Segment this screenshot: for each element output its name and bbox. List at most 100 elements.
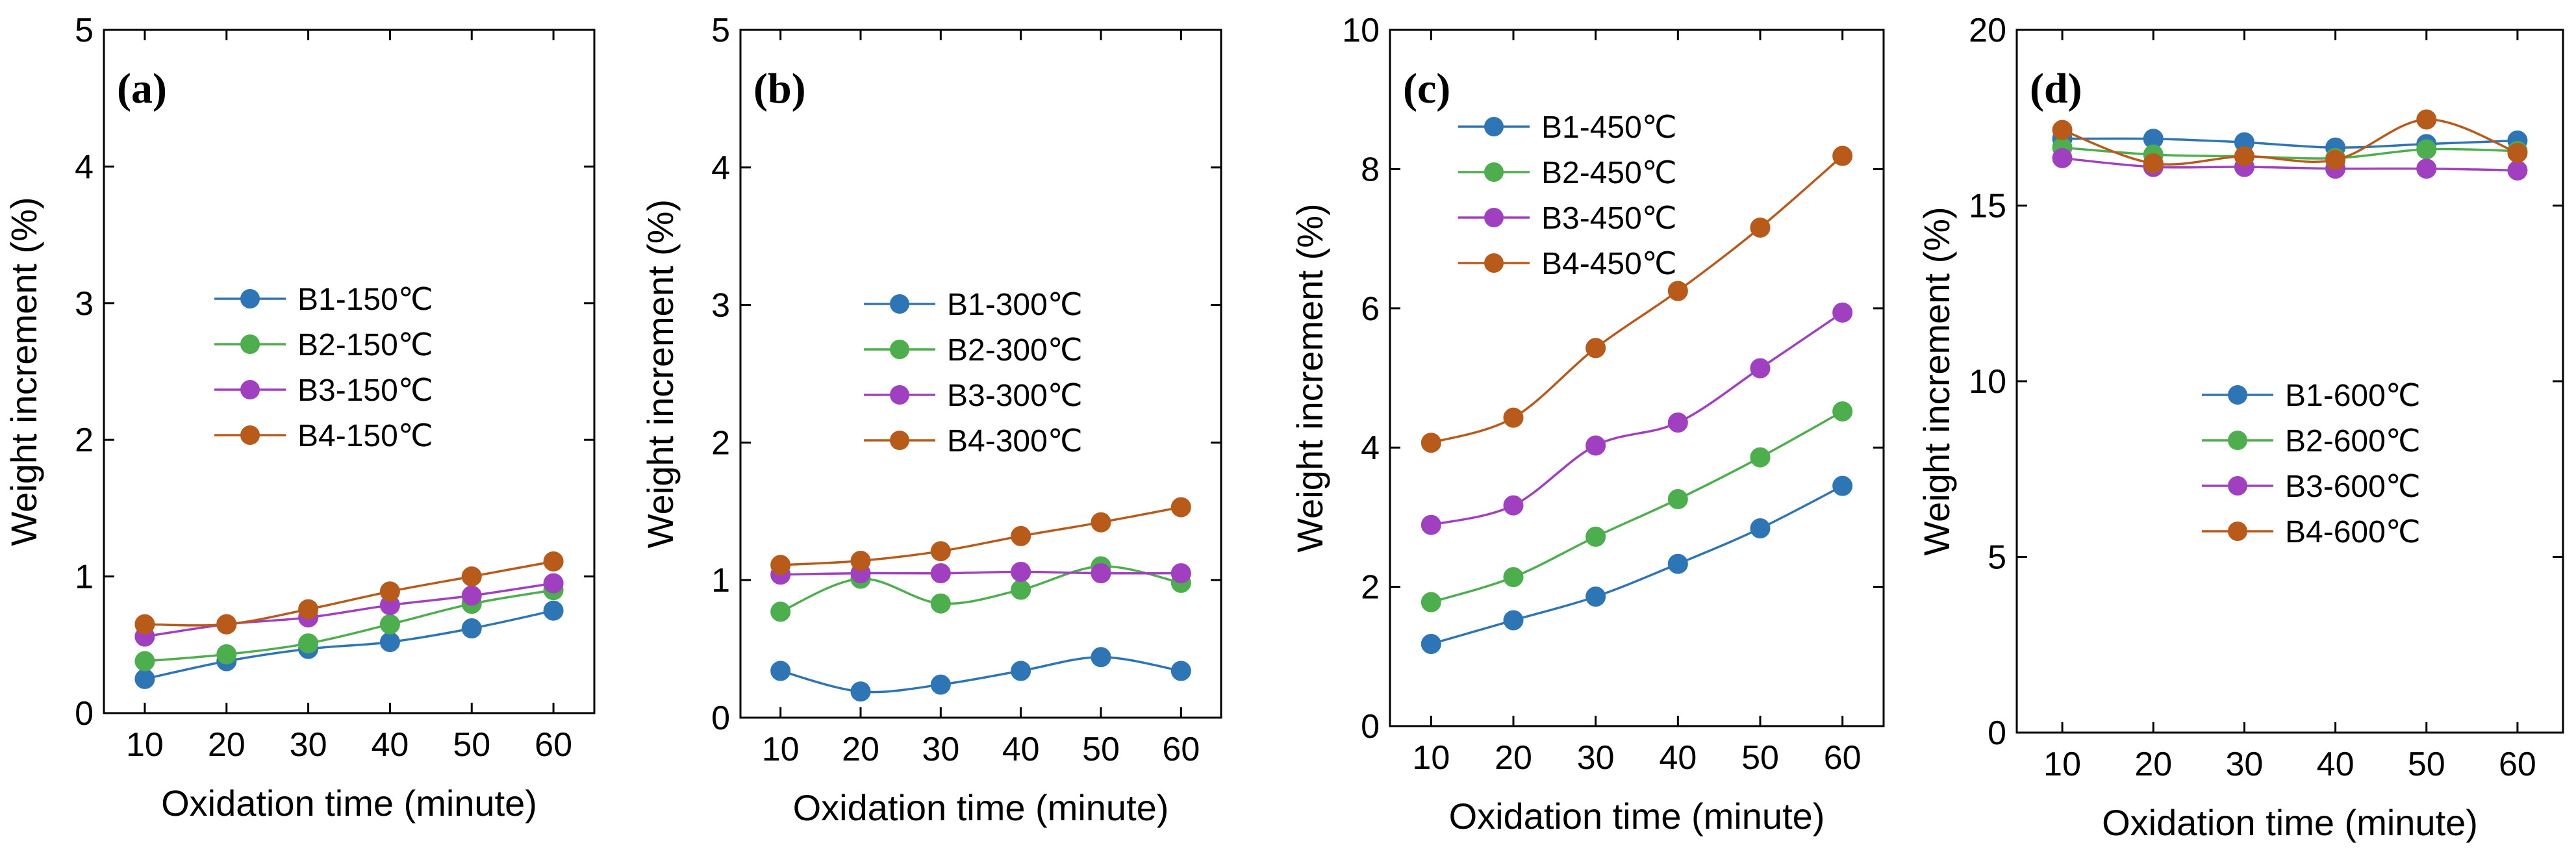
data-point xyxy=(1091,512,1111,533)
y-tick-label: 4 xyxy=(711,149,730,187)
x-tick-label: 60 xyxy=(2499,746,2536,783)
data-point xyxy=(1585,435,1606,456)
data-point xyxy=(298,633,319,654)
data-point xyxy=(1667,281,1688,301)
series-3 xyxy=(1421,302,1853,535)
legend-marker xyxy=(1484,162,1504,182)
data-point xyxy=(1011,579,1031,600)
data-point xyxy=(1832,302,1853,323)
legend-label: B4-600℃ xyxy=(2285,515,2421,549)
x-tick-label: 50 xyxy=(453,726,490,764)
series-4 xyxy=(770,497,1191,575)
legend-label: B2-600℃ xyxy=(2285,424,2421,459)
x-tick-label: 10 xyxy=(1412,739,1450,777)
data-point xyxy=(2416,109,2437,130)
legend-label: B3-450℃ xyxy=(1541,201,1677,236)
y-tick-label: 1 xyxy=(711,562,730,599)
plot-frame xyxy=(103,29,596,714)
legend-marker xyxy=(2228,476,2247,496)
data-point xyxy=(461,585,482,606)
x-tick-label: 50 xyxy=(1741,739,1779,777)
data-point xyxy=(543,600,564,621)
y-tick-label: 2 xyxy=(75,422,94,459)
y-tick-label: 2 xyxy=(1361,569,1380,607)
legend-marker xyxy=(240,380,260,399)
data-point xyxy=(770,601,791,622)
plot-frame xyxy=(739,29,1222,719)
series-4 xyxy=(2052,109,2528,174)
data-point xyxy=(379,614,400,635)
data-point xyxy=(1750,358,1771,379)
series-line xyxy=(2062,146,2518,160)
series-line xyxy=(1430,485,1843,646)
y-tick-label: 3 xyxy=(711,287,730,325)
series-1 xyxy=(770,647,1191,702)
legend-marker xyxy=(240,334,260,354)
legend-marker xyxy=(890,340,909,359)
data-point xyxy=(2052,120,2073,140)
data-point xyxy=(1585,338,1606,359)
x-axis-title: Oxidation time (minute) xyxy=(161,783,537,824)
legend-marker xyxy=(240,289,260,308)
legend-label: B3-600℃ xyxy=(2285,470,2421,504)
data-point xyxy=(2507,160,2528,181)
series-1 xyxy=(134,600,564,689)
data-point xyxy=(2234,146,2254,167)
x-axis-title: Oxidation time (minute) xyxy=(793,787,1169,828)
y-tick-label: 20 xyxy=(1969,12,2006,49)
data-point xyxy=(2143,153,2164,174)
x-tick-label: 30 xyxy=(290,726,327,764)
y-tick-label: 6 xyxy=(1361,290,1380,328)
series-4 xyxy=(134,551,564,635)
data-point xyxy=(850,551,871,572)
legend-marker xyxy=(2228,385,2247,405)
data-point xyxy=(461,618,482,639)
plot-frame xyxy=(1389,29,1885,727)
y-tick-label: 1 xyxy=(75,559,94,596)
data-point xyxy=(134,614,155,635)
data-point xyxy=(1585,526,1606,547)
legend-marker xyxy=(2228,431,2247,450)
x-tick-label: 40 xyxy=(1659,739,1697,777)
x-tick-label: 10 xyxy=(126,726,164,764)
y-axis-title: Weight increment (%) xyxy=(1289,203,1330,552)
series-3 xyxy=(770,561,1191,585)
y-tick-label: 8 xyxy=(1361,151,1380,188)
series-line xyxy=(1430,155,1843,444)
legend-label: B1-150℃ xyxy=(297,283,433,317)
x-tick-label: 60 xyxy=(535,726,572,764)
data-point xyxy=(770,661,791,681)
x-tick-label: 30 xyxy=(922,731,959,768)
data-point xyxy=(1421,433,1441,453)
y-tick-label: 5 xyxy=(711,12,730,49)
x-tick-label: 20 xyxy=(842,731,879,768)
data-point xyxy=(1667,553,1688,574)
series-2 xyxy=(1421,401,1853,612)
data-point xyxy=(1750,217,1771,238)
x-tick-label: 20 xyxy=(2134,746,2172,783)
y-tick-label: 5 xyxy=(1988,539,2006,577)
data-point xyxy=(1667,489,1688,510)
data-point xyxy=(1421,592,1441,612)
legend-label: B1-600℃ xyxy=(2285,379,2421,413)
legend: B1-150℃ B2-150℃ B3-150℃ B4-150℃ xyxy=(214,283,433,453)
y-tick-label: 3 xyxy=(75,285,94,323)
y-tick-label: 0 xyxy=(1361,708,1380,746)
series-line xyxy=(1430,410,1843,603)
chart-panel-2: 0 1 2 3 4 5 10 20 30 40 50 60 Oxidation time (minute… xyxy=(640,12,1222,828)
data-point xyxy=(2325,149,2346,170)
data-point xyxy=(134,668,155,689)
legend-label: B3-300℃ xyxy=(947,379,1083,413)
data-point xyxy=(930,593,951,614)
legend-label: B3-150℃ xyxy=(297,373,433,408)
data-point xyxy=(2507,142,2528,163)
chart-panel-3: 0 2 4 6 8 10 10 20 30 40 50 60 Oxidation time (minut… xyxy=(1289,12,1885,837)
legend-marker xyxy=(2228,522,2247,541)
data-point xyxy=(134,651,155,672)
x-tick-label: 30 xyxy=(2225,746,2263,783)
panel-label: (c) xyxy=(1403,65,1450,112)
x-tick-label: 40 xyxy=(1002,731,1040,768)
y-tick-label: 2 xyxy=(711,424,730,462)
y-tick-label: 0 xyxy=(75,695,94,733)
chart-panel-4: 0 5 10 15 20 10 20 30 40 50 60 Oxidation time (minu… xyxy=(1916,12,2564,843)
